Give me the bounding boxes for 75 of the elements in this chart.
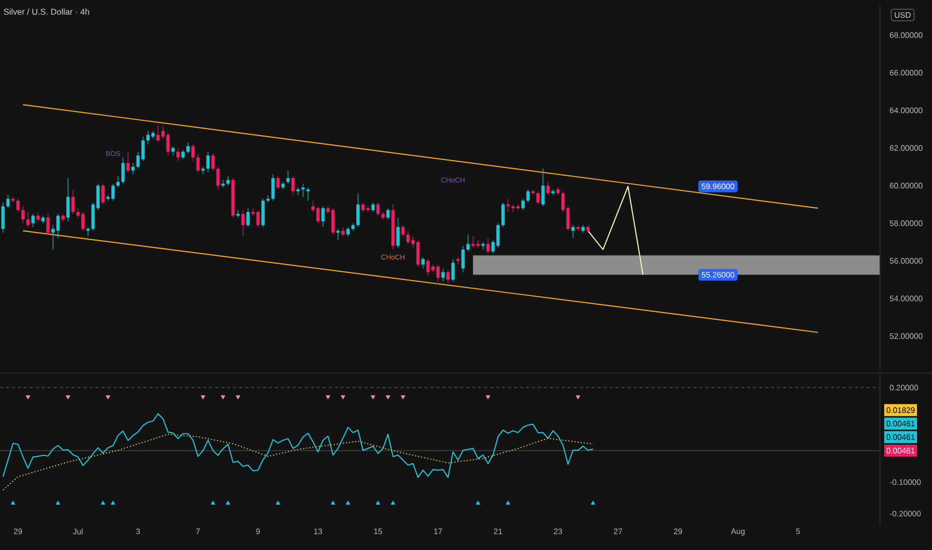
candlestick xyxy=(121,157,125,184)
candlestick xyxy=(86,226,90,237)
candlestick xyxy=(81,212,85,232)
candlestick xyxy=(221,180,225,188)
candlestick xyxy=(21,206,25,224)
candlestick xyxy=(251,208,255,216)
candlestick xyxy=(321,206,325,228)
candlestick xyxy=(216,166,220,190)
candlestick xyxy=(481,242,485,250)
candlestick xyxy=(386,208,390,220)
candlestick xyxy=(436,264,440,282)
candlestick xyxy=(66,178,70,222)
line-series xyxy=(587,186,644,276)
candlestick xyxy=(1,202,5,233)
candlestick xyxy=(566,206,570,232)
candlestick xyxy=(506,198,510,212)
candlestick xyxy=(376,202,380,216)
candlestick xyxy=(96,183,100,210)
candlestick xyxy=(401,224,405,237)
candlestick xyxy=(196,153,200,173)
candlestick xyxy=(491,240,495,254)
candlestick xyxy=(316,206,320,224)
candlestick xyxy=(56,214,60,239)
candlestick xyxy=(486,238,490,254)
candlestick xyxy=(31,214,35,228)
candlestick xyxy=(476,240,480,248)
candlestick xyxy=(126,151,130,173)
candlestick xyxy=(456,256,460,265)
candlestick xyxy=(106,194,110,201)
candlestick xyxy=(301,183,305,198)
candlestick xyxy=(396,217,400,248)
candlestick xyxy=(461,246,465,272)
candlestick xyxy=(286,170,290,184)
candlestick xyxy=(46,214,50,235)
candlestick xyxy=(271,174,275,201)
candlestick xyxy=(71,189,75,214)
candlestick xyxy=(101,183,105,205)
candlestick xyxy=(571,224,575,239)
candlestick xyxy=(211,153,215,171)
candlestick xyxy=(441,268,445,282)
candlestick xyxy=(141,136,145,162)
candlestick xyxy=(541,168,545,207)
candlestick xyxy=(561,190,565,212)
candlestick xyxy=(36,212,40,222)
candlestick xyxy=(356,192,360,228)
candlestick xyxy=(201,166,205,175)
candlestick xyxy=(296,187,300,196)
candlestick xyxy=(576,224,580,232)
chart-title: Silver / U.S. Dollar · 4h xyxy=(4,8,90,15)
candlestick xyxy=(276,176,280,190)
candlestick xyxy=(136,151,140,169)
line-series xyxy=(2,434,594,491)
candlestick xyxy=(246,208,250,228)
candlestick xyxy=(176,148,180,162)
candlestick xyxy=(521,198,525,210)
candlestick xyxy=(471,236,475,248)
candlestick xyxy=(501,202,505,228)
candlestick xyxy=(191,144,195,162)
candlestick xyxy=(256,210,260,228)
candlestick xyxy=(496,222,500,248)
candlestick xyxy=(306,187,310,201)
candlestick xyxy=(6,194,10,208)
candlestick xyxy=(181,150,185,160)
candlestick xyxy=(446,270,450,284)
candlestick xyxy=(366,206,370,212)
candlestick xyxy=(546,182,550,196)
candlestick xyxy=(111,183,115,201)
candlestick xyxy=(16,198,20,212)
candlestick xyxy=(331,208,335,235)
candlestick xyxy=(206,151,210,173)
candlestick xyxy=(536,190,540,205)
candlestick xyxy=(411,236,415,248)
candlestick xyxy=(406,230,410,244)
candlestick xyxy=(291,176,295,196)
candlestick xyxy=(416,240,420,267)
